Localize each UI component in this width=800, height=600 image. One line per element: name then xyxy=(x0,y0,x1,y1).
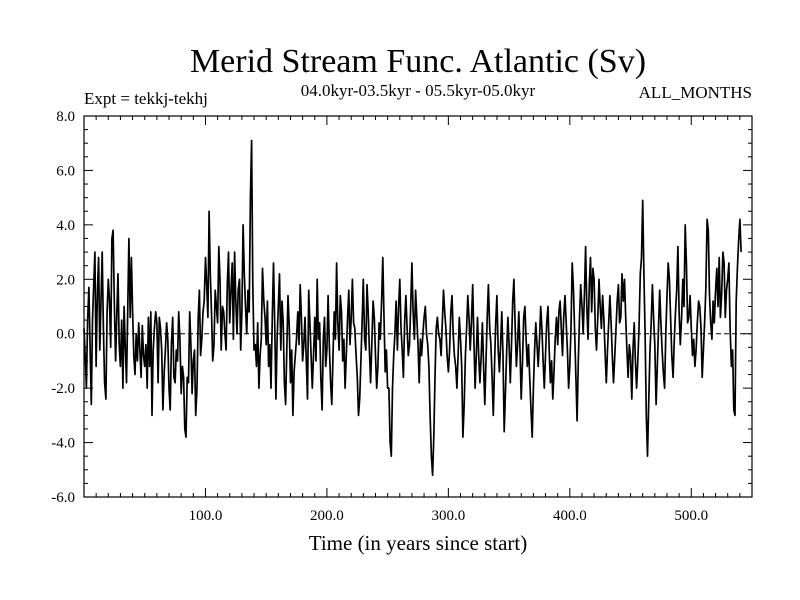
y-tick-label: 2.0 xyxy=(56,272,75,288)
x-axis: 100.0 200.0 300.0 400.0 500.0 xyxy=(95,116,753,524)
x-tick-label: 400.0 xyxy=(553,508,587,524)
series-line xyxy=(83,139,742,477)
y-tick-label: -2.0 xyxy=(51,381,75,397)
period-label: 04.0kyr-03.5kyr - 05.5kyr-05.0kyr xyxy=(301,81,536,100)
y-tick-label: 6.0 xyxy=(56,163,75,179)
x-axis-label: Time (in years since start) xyxy=(309,531,528,555)
months-label: ALL_MONTHS xyxy=(639,83,752,102)
x-tick-label: 200.0 xyxy=(310,508,344,524)
x-tick-label: 500.0 xyxy=(674,508,708,524)
y-tick-label: -4.0 xyxy=(51,436,75,452)
y-tick-label: 4.0 xyxy=(56,218,75,234)
y-tick-label: 0.0 xyxy=(56,327,75,343)
chart-title: Merid Stream Func. Atlantic (Sv) xyxy=(190,43,646,80)
y-axis: -6.0 -4.0 -2.0 0.0 2.0 4.0 6.0 8.0 xyxy=(51,109,752,506)
y-tick-label: 8.0 xyxy=(56,109,75,125)
x-tick-label: 100.0 xyxy=(189,508,223,524)
y-tick-label: -6.0 xyxy=(51,490,75,506)
x-tick-label: 300.0 xyxy=(431,508,465,524)
experiment-label: Expt = tekkj-tekhj xyxy=(84,89,208,108)
